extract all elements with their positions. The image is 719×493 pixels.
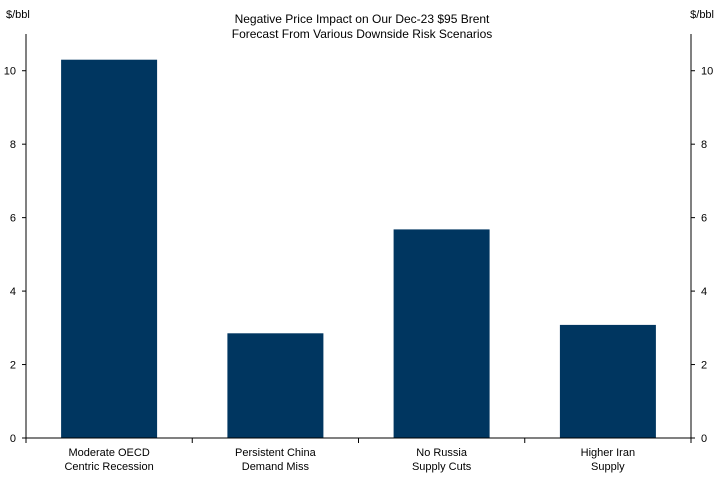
category-label-3-line-1: Supply [591, 461, 625, 473]
y-right-tick-label: 4 [701, 286, 707, 298]
category-label-0-line-0: Moderate OECD [68, 447, 149, 459]
category-label-1-line-1: Demand Miss [242, 461, 310, 473]
y-right-tick-label: 2 [701, 360, 707, 372]
chart-title: Negative Price Impact on Our Dec-23 $95 … [232, 12, 493, 41]
y-left-tick-label: 6 [10, 213, 16, 225]
y-right-tick-label: 0 [701, 433, 707, 445]
y-right-tick-label: 10 [701, 66, 713, 78]
y-right-tick-label: 8 [701, 139, 707, 151]
bar-0 [61, 59, 158, 438]
y-axis-right-ticks: 0 2 4 6 8 10 [691, 66, 713, 445]
bars-group [61, 59, 656, 438]
y-left-tick-label: 8 [10, 139, 16, 151]
y-axis-left-ticks: 0 2 4 6 8 10 [4, 66, 26, 445]
category-label-3-line-0: Higher Iran [581, 447, 635, 459]
y-axis-unit-right: $/bbl [690, 9, 714, 21]
category-label-1-line-0: Persistent China [235, 447, 317, 459]
bar-3 [559, 324, 656, 438]
category-label-2-line-1: Supply Cuts [412, 461, 472, 473]
category-label-2-line-0: No Russia [416, 447, 468, 459]
y-left-tick-label: 2 [10, 360, 16, 372]
y-left-tick-label: 10 [4, 66, 16, 78]
axes-group [25, 34, 692, 443]
category-label-0-line-1: Centric Recession [64, 461, 153, 473]
y-axis-unit-left: $/bbl [6, 9, 30, 21]
x-axis-category-labels: Moderate OECD Centric Recession Persistent… [64, 447, 635, 473]
y-right-tick-label: 6 [701, 213, 707, 225]
y-left-tick-label: 4 [10, 286, 16, 298]
y-left-tick-label: 0 [10, 433, 16, 445]
bar-1 [227, 333, 324, 438]
bar-2 [393, 229, 490, 438]
chart-title-line-2: Forecast From Various Downside Risk Scen… [232, 27, 493, 41]
chart-title-line-1: Negative Price Impact on Our Dec-23 $95 … [235, 12, 490, 26]
